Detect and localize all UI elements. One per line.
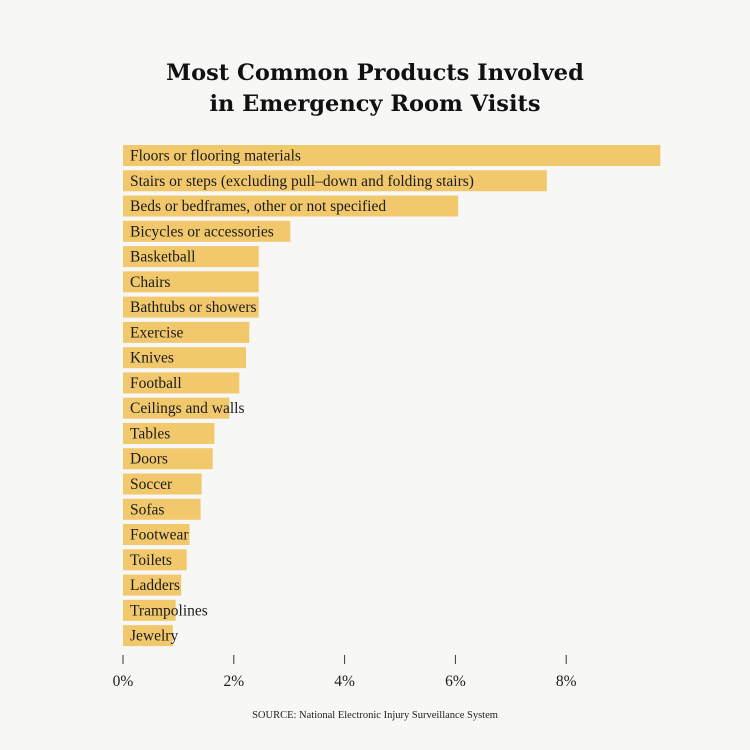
bar-label: Floors or flooring materials	[130, 148, 301, 165]
bar	[123, 246, 259, 268]
bar	[123, 145, 661, 166]
bar-label: Bathtubs or showers	[130, 299, 257, 316]
bar-label: Doors	[130, 451, 168, 468]
bar-label: Basketball	[130, 249, 195, 266]
bar-label: Stairs or steps (excluding pull–down and…	[130, 173, 474, 190]
bar-label: Bicycles or accessories	[130, 223, 274, 240]
bar-label: Tables	[130, 425, 170, 442]
bar-label: Chairs	[130, 274, 170, 291]
bar	[123, 372, 240, 394]
x-tick-label: 0%	[113, 673, 134, 690]
bar-label: Exercise	[130, 324, 183, 341]
bar	[123, 271, 259, 293]
bar	[123, 599, 176, 621]
bar-label: Ceilings and walls	[130, 400, 245, 417]
bar-label: Jewelry	[130, 628, 178, 645]
bar-label: Sofas	[130, 501, 164, 518]
x-tick-label: 6%	[445, 673, 466, 690]
bar	[123, 347, 246, 369]
bar	[123, 498, 201, 520]
bar	[123, 321, 250, 343]
bar	[123, 397, 230, 419]
chart-title: Most Common Products Involved in Emergen…	[0, 58, 750, 120]
bar-label: Knives	[130, 350, 174, 367]
bar	[123, 296, 259, 318]
bar-label: Beds or bedframes, other or not specifie…	[130, 198, 386, 215]
bar	[123, 625, 173, 647]
bar	[123, 448, 213, 470]
bar	[123, 473, 202, 495]
bar	[123, 574, 182, 596]
bar-label: Soccer	[130, 476, 173, 493]
bar-label: Ladders	[130, 577, 180, 594]
bar	[123, 220, 291, 242]
x-tick-label: 8%	[556, 673, 577, 690]
bar	[123, 549, 187, 571]
chart-title-line-1: Most Common Products Involved	[166, 60, 584, 86]
bar	[123, 170, 547, 192]
bar	[123, 195, 459, 217]
bar-label: Footwear	[130, 527, 189, 544]
bar-label: Toilets	[130, 552, 172, 569]
bar-label: Football	[130, 375, 182, 392]
bar-label: Trampolines	[130, 602, 208, 619]
x-tick-label: 4%	[334, 673, 355, 690]
chart-title-line-2: in Emergency Room Visits	[209, 91, 541, 117]
x-tick-label: 2%	[223, 673, 244, 690]
bar	[123, 524, 190, 546]
bar	[123, 422, 215, 444]
source-note: SOURCE: National Electronic Injury Surve…	[252, 710, 498, 721]
